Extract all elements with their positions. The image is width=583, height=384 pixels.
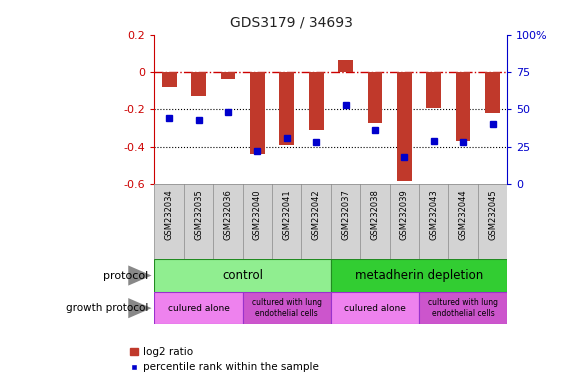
Bar	[485, 72, 500, 113]
Text: GSM232037: GSM232037	[341, 190, 350, 240]
Text: cultured with lung
endothelial cells: cultured with lung endothelial cells	[428, 298, 498, 318]
Bar	[368, 72, 382, 122]
Text: GSM232036: GSM232036	[223, 190, 233, 240]
Text: culured alone: culured alone	[344, 304, 406, 313]
Text: GSM232038: GSM232038	[370, 190, 380, 240]
Text: GSM232042: GSM232042	[312, 190, 321, 240]
Bar	[338, 60, 353, 72]
Bar	[456, 72, 470, 141]
Text: culured alone: culured alone	[168, 304, 230, 313]
Text: protocol: protocol	[103, 270, 149, 281]
Text: GSM232035: GSM232035	[194, 190, 203, 240]
Bar	[162, 72, 177, 87]
Bar	[220, 72, 236, 79]
FancyBboxPatch shape	[419, 292, 507, 324]
FancyBboxPatch shape	[243, 292, 331, 324]
Legend: log2 ratio, percentile rank within the sample: log2 ratio, percentile rank within the s…	[125, 343, 323, 376]
Bar	[426, 72, 441, 108]
Bar	[397, 72, 412, 180]
Text: cultured with lung
endothelial cells: cultured with lung endothelial cells	[252, 298, 322, 318]
Bar	[191, 72, 206, 96]
Text: GSM232039: GSM232039	[400, 190, 409, 240]
Text: GSM232043: GSM232043	[429, 190, 438, 240]
Text: metadherin depletion: metadherin depletion	[355, 269, 483, 282]
Text: GSM232044: GSM232044	[459, 190, 468, 240]
FancyBboxPatch shape	[331, 292, 419, 324]
FancyBboxPatch shape	[154, 259, 331, 292]
Bar	[279, 72, 294, 145]
Text: control: control	[222, 269, 263, 282]
FancyBboxPatch shape	[331, 259, 507, 292]
FancyBboxPatch shape	[154, 184, 507, 259]
Text: GSM232041: GSM232041	[282, 190, 292, 240]
Polygon shape	[128, 298, 152, 318]
Text: GSM232040: GSM232040	[253, 190, 262, 240]
Text: GDS3179 / 34693: GDS3179 / 34693	[230, 15, 353, 29]
Polygon shape	[128, 265, 152, 286]
Text: GSM232034: GSM232034	[164, 190, 174, 240]
Bar	[250, 72, 265, 154]
Text: GSM232045: GSM232045	[488, 190, 497, 240]
Bar	[309, 72, 324, 130]
FancyBboxPatch shape	[154, 292, 243, 324]
Text: growth protocol: growth protocol	[66, 303, 149, 313]
